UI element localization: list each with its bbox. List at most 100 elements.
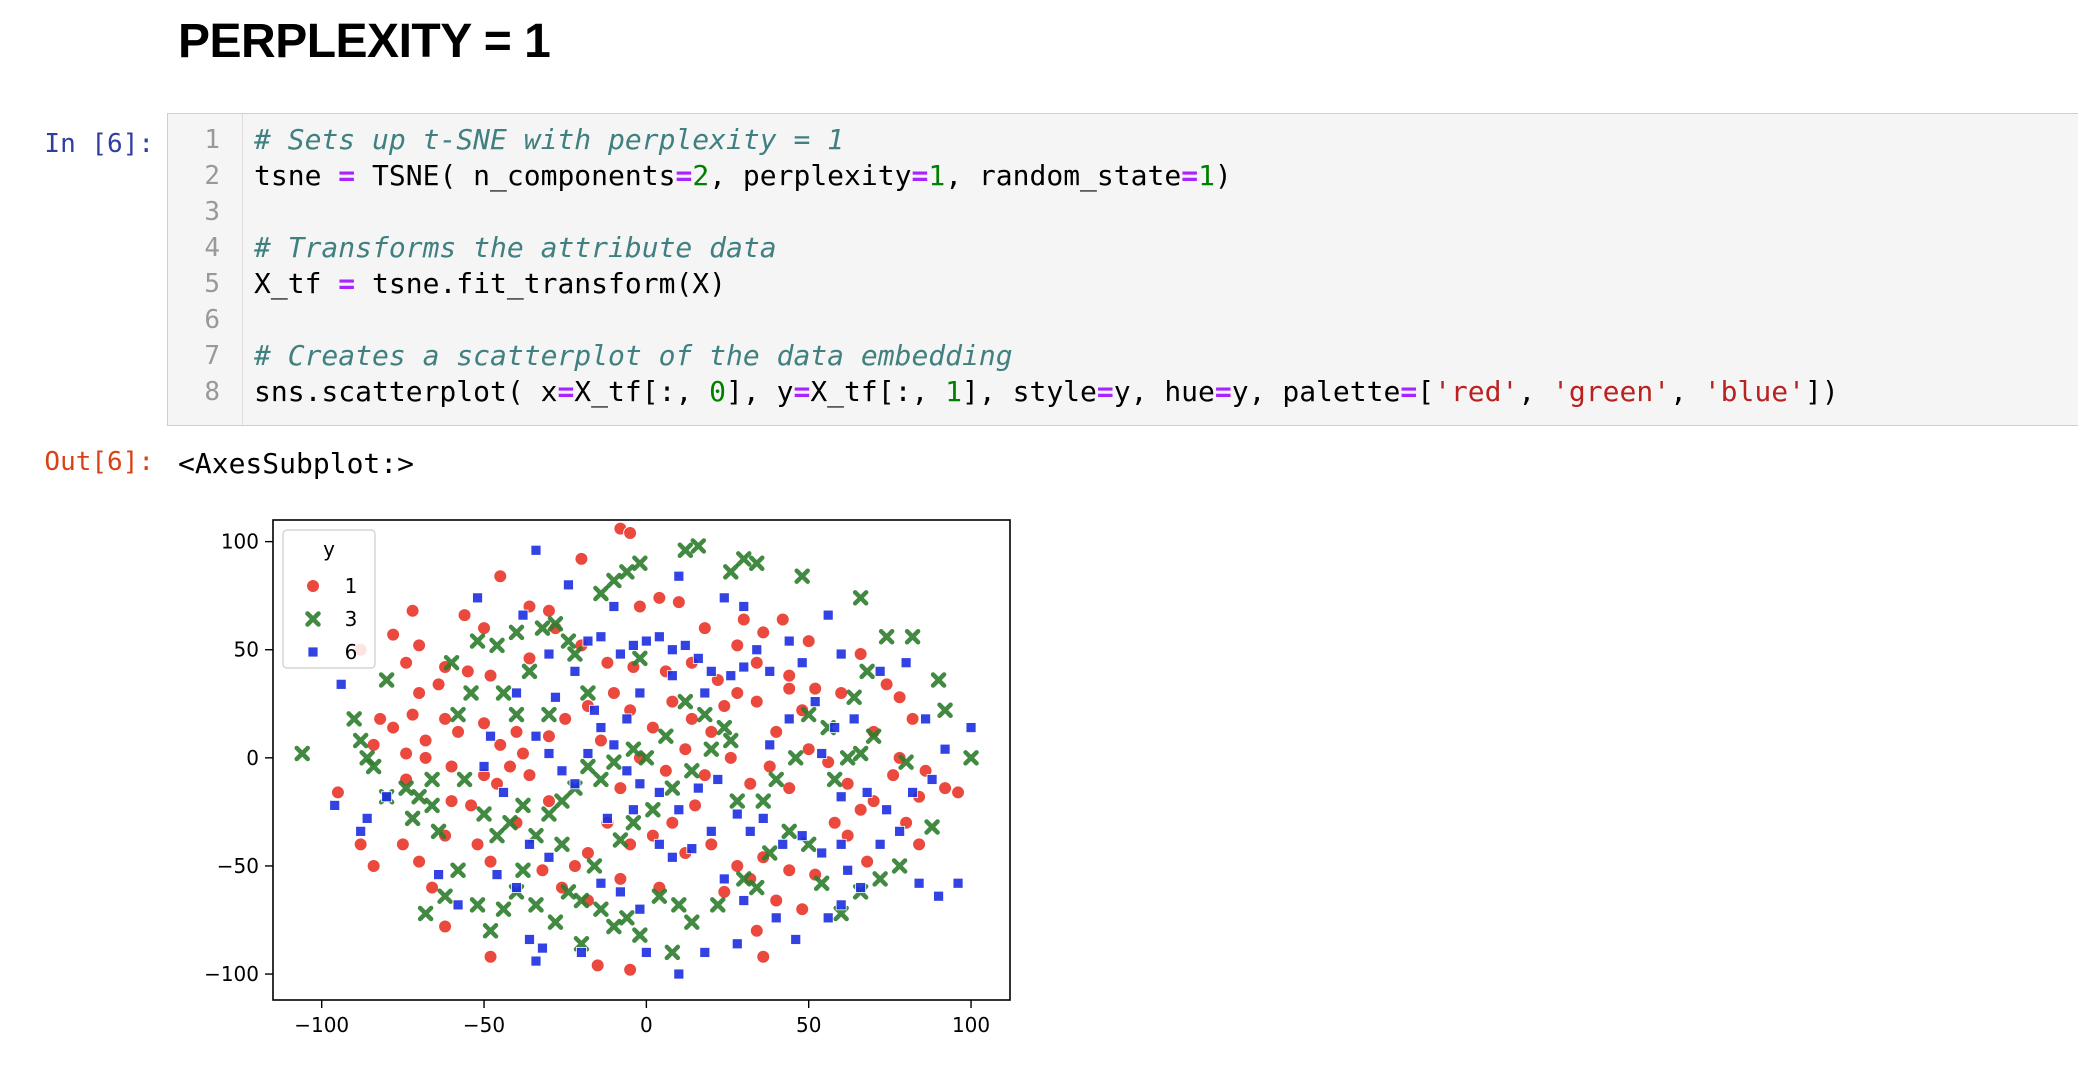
code-token: # Creates a scatterplot of the data embe… [254, 339, 1013, 372]
data-point [920, 713, 931, 725]
data-point [547, 616, 564, 632]
data-point [366, 737, 381, 752]
data-point [725, 670, 737, 682]
data-point [723, 732, 739, 749]
data-point [704, 724, 719, 739]
data-point [749, 655, 764, 670]
data-point [509, 724, 524, 739]
data-point [770, 912, 782, 924]
data-point [433, 869, 444, 880]
data-point [606, 572, 622, 589]
code-token: y, palette [1231, 375, 1401, 408]
data-point [872, 871, 888, 887]
data-point [761, 845, 778, 861]
data-point [697, 768, 712, 783]
data-point [489, 637, 505, 654]
data-point [404, 810, 421, 827]
data-point [795, 902, 810, 917]
data-point [951, 785, 966, 800]
data-point [756, 949, 771, 964]
data-point [848, 713, 860, 725]
data-point [627, 804, 639, 816]
data-point [612, 832, 629, 848]
data-point [834, 685, 849, 700]
code-token: , random_state [945, 159, 1182, 192]
data-point [567, 646, 583, 662]
data-point [684, 763, 700, 779]
data-point [483, 949, 498, 964]
data-point [738, 601, 750, 612]
data-point [543, 851, 555, 863]
data-point [395, 837, 410, 852]
data-point [679, 640, 691, 651]
code-line: tsne = TSNE( n_components=2, perplexity=… [254, 158, 1232, 194]
data-point [769, 893, 784, 908]
data-point [757, 812, 769, 824]
data-point [621, 765, 633, 777]
data-point [730, 685, 745, 700]
data-point [366, 858, 381, 873]
data-point [640, 635, 652, 647]
output-text: <AxesSubplot:> [178, 447, 415, 480]
data-point [627, 640, 639, 651]
data-point [699, 947, 711, 958]
code-cell[interactable]: 1 2 3 4 5 6 7 8 # Sets up t-SNE with perplexity… [167, 113, 2078, 426]
y-tick-label: 100 [221, 530, 259, 554]
data-point [697, 706, 713, 723]
data-point [673, 968, 685, 980]
data-point [535, 863, 550, 878]
data-point [692, 782, 704, 794]
data-point [524, 838, 535, 850]
data-point [593, 585, 609, 602]
code-token: 1 [928, 159, 946, 192]
data-point [580, 845, 595, 860]
code-token: 'blue' [1703, 375, 1805, 408]
data-point [717, 884, 732, 899]
y-tick-label: −50 [217, 854, 259, 878]
data-point [450, 706, 466, 723]
data-point [664, 944, 681, 961]
data-point [431, 677, 446, 692]
data-point [450, 862, 466, 879]
data-point [606, 685, 621, 700]
code-token: TSNE( n_components [355, 159, 676, 192]
line-number: 7 [204, 341, 220, 371]
data-point [912, 837, 927, 852]
data-point [860, 854, 875, 869]
data-point [781, 823, 797, 840]
data-point [704, 837, 719, 852]
data-point [717, 698, 732, 713]
plot-frame [272, 519, 1011, 1001]
data-point [905, 711, 920, 726]
data-point [543, 648, 555, 660]
data-point [816, 748, 828, 759]
data-point [478, 761, 490, 772]
data-point [405, 707, 420, 722]
data-point [775, 612, 790, 627]
data-point [595, 631, 607, 643]
data-point [530, 544, 542, 556]
data-point [560, 884, 577, 900]
data-point [881, 804, 893, 816]
code-token: X_tf [254, 267, 339, 300]
data-point [521, 663, 538, 680]
data-point [718, 592, 730, 604]
data-point [652, 590, 667, 605]
data-point [541, 603, 556, 618]
data-point [569, 665, 581, 677]
data-point [582, 748, 594, 759]
data-point [762, 759, 777, 774]
data-point [738, 895, 750, 906]
data-point [469, 633, 486, 649]
data-point [891, 858, 908, 874]
data-point [692, 652, 704, 664]
legend-label: 6 [345, 640, 358, 664]
data-point [729, 793, 746, 809]
data-point [558, 711, 573, 726]
data-point [590, 958, 605, 973]
data-point [829, 722, 841, 733]
data-point [508, 624, 525, 641]
legend-marker [307, 646, 319, 658]
data-point [522, 768, 537, 783]
data-point [855, 882, 867, 893]
